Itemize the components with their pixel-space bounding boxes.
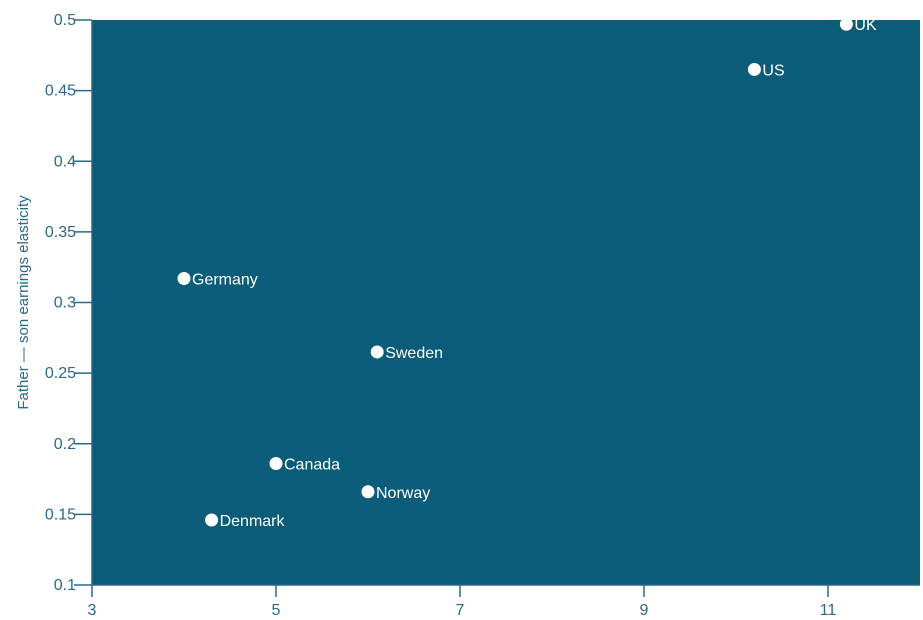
- data-point: [205, 513, 219, 527]
- y-tick-label: 0.3: [54, 295, 76, 312]
- y-tick-label: 0.25: [45, 365, 76, 382]
- data-point-label: Sweden: [385, 345, 443, 362]
- data-point-label: Canada: [284, 457, 340, 474]
- data-point: [747, 62, 761, 76]
- y-tick-label: 0.4: [54, 153, 76, 170]
- x-tick-label: 11: [820, 602, 837, 619]
- y-tick-label: 0.2: [54, 436, 76, 453]
- y-tick-label: 0.15: [45, 506, 76, 523]
- data-point: [177, 271, 191, 285]
- data-point-label: Norway: [376, 485, 430, 502]
- data-point: [269, 457, 283, 471]
- data-point-label: Germany: [192, 271, 258, 288]
- data-points: UK US Germany Sweden Canada Norway Denmark: [177, 17, 877, 530]
- x-tick-label: 9: [640, 602, 649, 619]
- data-point: [370, 345, 384, 359]
- y-tick-label: 0.1: [54, 577, 76, 594]
- y-axis-title: Father — son earnings elasticity: [15, 195, 32, 410]
- plot-area: [92, 20, 920, 585]
- x-tick-label: 3: [88, 602, 97, 619]
- data-point: [839, 17, 853, 31]
- x-tick-label: 7: [456, 602, 465, 619]
- data-point: [361, 485, 375, 499]
- x-tick-label: 5: [272, 602, 281, 619]
- y-tick-label: 0.5: [54, 12, 76, 29]
- y-tick-label: 0.45: [45, 83, 76, 100]
- data-point-label: US: [762, 62, 784, 79]
- y-axis: 0.1 0.15 0.2 0.25 0.3 0.35 0.4 0.45 0.5: [45, 12, 93, 594]
- y-tick-label: 0.35: [45, 224, 76, 241]
- x-axis: 3 5 7 9 11: [88, 584, 920, 619]
- data-point-label: Denmark: [220, 513, 286, 530]
- data-point-label: UK: [854, 17, 877, 34]
